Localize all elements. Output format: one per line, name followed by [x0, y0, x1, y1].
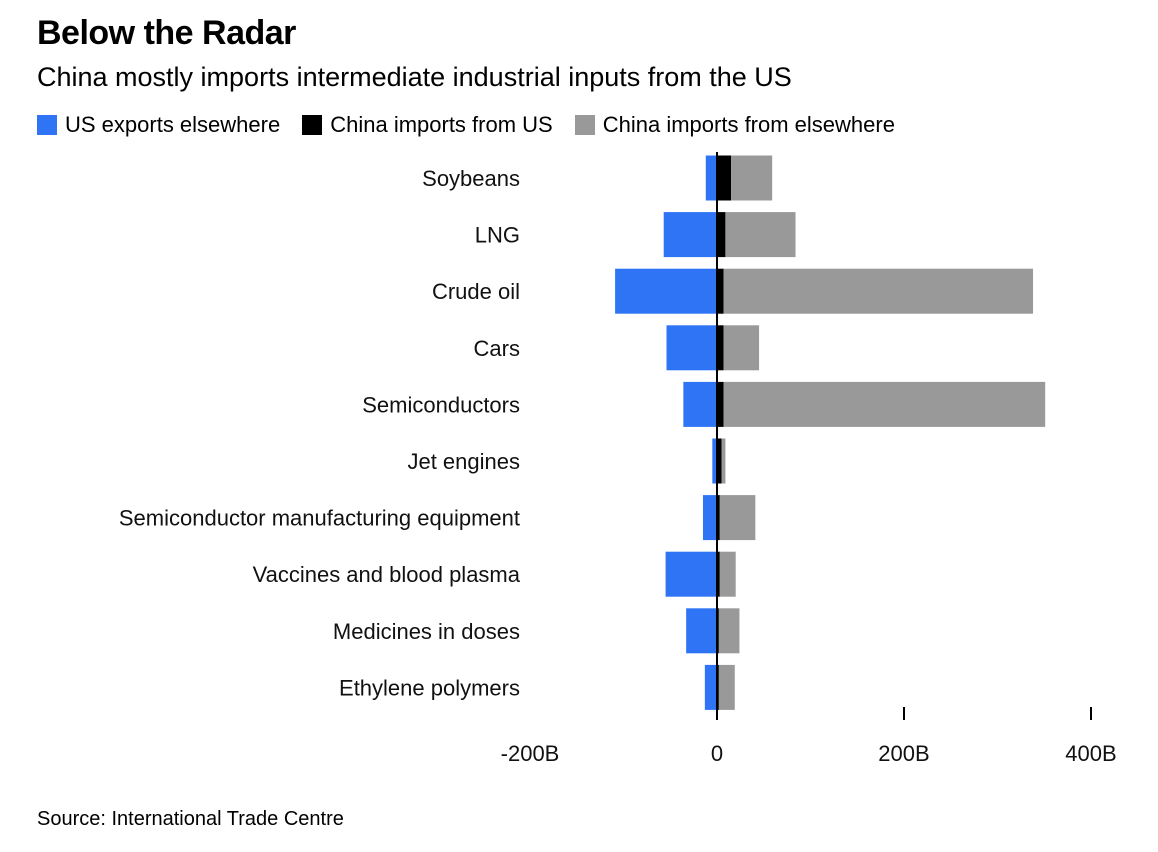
x-tick-label-1: 0: [711, 741, 723, 766]
bar-china-imports-elsewhere-soybeans: [731, 155, 773, 201]
bar-us-exports-ethylene-polymers: [704, 664, 717, 710]
bar-us-exports-jet-engines: [712, 438, 717, 484]
bar-us-exports-medicines-in-doses: [686, 608, 717, 654]
bar-china-imports-us-vaccines-and-blood-plasma: [717, 551, 720, 597]
bar-china-imports-elsewhere-crude-oil: [723, 268, 1034, 314]
chart-title: Below the Radar: [37, 14, 296, 52]
chart-subtitle: China mostly imports intermediate indust…: [37, 62, 792, 92]
x-tick-label-3: 400B: [1065, 741, 1116, 766]
category-label-vaccines-and-blood-plasma: Vaccines and blood plasma: [253, 562, 521, 587]
category-label-soybeans: Soybeans: [422, 166, 520, 191]
bar-china-imports-elsewhere-lng: [725, 212, 796, 258]
bar-china-imports-us-jet-engines: [717, 438, 722, 484]
bar-china-imports-elsewhere-semiconductors: [723, 381, 1046, 427]
bar-us-exports-cars: [666, 325, 717, 371]
bar-china-imports-elsewhere-vaccines-and-blood-plasma: [719, 551, 736, 597]
legend: US exports elsewhere China imports from …: [37, 112, 917, 138]
bar-us-exports-semiconductor-manufacturing-equipment: [702, 495, 717, 541]
legend-item-china-imports-elsewhere: China imports from elsewhere: [574, 112, 895, 138]
category-label-semiconductor-manufacturing-equipment: Semiconductor manufacturing equipment: [119, 506, 520, 531]
bar-us-exports-crude-oil: [615, 268, 717, 314]
bar-china-imports-us-crude-oil: [717, 268, 724, 314]
bar-china-imports-us-semiconductor-manufacturing-equipment: [717, 495, 720, 541]
category-label-lng: LNG: [475, 223, 520, 248]
legend-label-china-imports-elsewhere: China imports from elsewhere: [602, 112, 895, 137]
bar-us-exports-semiconductors: [683, 381, 717, 427]
source-note: Source: International Trade Centre: [37, 808, 344, 830]
x-tick-label-2: 200B: [878, 741, 929, 766]
legend-item-china-imports-us: China imports from US: [302, 112, 553, 138]
bar-china-imports-us-semiconductors: [717, 381, 724, 427]
legend-swatch-china-imports-us: [302, 115, 323, 135]
x-tick-label-0: -200B: [501, 741, 560, 766]
bar-china-imports-us-lng: [717, 212, 726, 258]
category-label-ethylene-polymers: Ethylene polymers: [339, 675, 520, 700]
legend-item-us-exports: US exports elsewhere: [37, 112, 280, 138]
bar-china-imports-elsewhere-semiconductor-manufacturing-equipment: [719, 495, 756, 541]
bar-china-imports-elsewhere-medicines-in-doses: [718, 608, 740, 654]
legend-label-china-imports-us: China imports from US: [330, 112, 553, 137]
legend-swatch-us-exports: [37, 115, 57, 135]
category-label-crude-oil: Crude oil: [432, 279, 520, 304]
bar-china-imports-us-cars: [717, 325, 724, 371]
category-label-semiconductors: Semiconductors: [362, 392, 520, 417]
bar-us-exports-lng: [663, 212, 717, 258]
legend-swatch-china-imports-elsewhere: [574, 115, 595, 135]
bar-china-imports-elsewhere-ethylene-polymers: [718, 664, 735, 710]
bar-us-exports-vaccines-and-blood-plasma: [665, 551, 717, 597]
bar-china-imports-us-soybeans: [717, 155, 732, 201]
category-label-cars: Cars: [474, 336, 520, 361]
category-label-jet-engines: Jet engines: [407, 449, 520, 474]
category-label-medicines-in-doses: Medicines in doses: [333, 619, 520, 644]
bar-china-imports-elsewhere-cars: [723, 325, 760, 371]
legend-label-us-exports: US exports elsewhere: [65, 112, 281, 137]
bar-china-imports-elsewhere-jet-engines: [721, 438, 726, 484]
bar-us-exports-soybeans: [705, 155, 717, 201]
